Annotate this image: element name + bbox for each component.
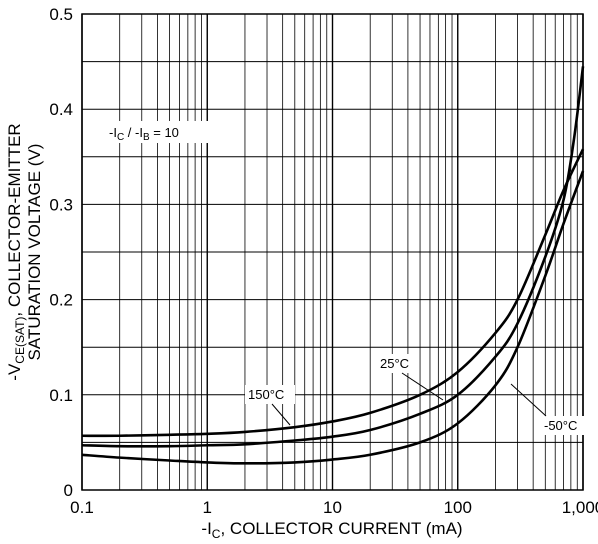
y-tick-label: 0.3: [49, 195, 73, 214]
series-labels: 150°C 25°C -50°C: [245, 354, 586, 435]
leader-m50: [510, 383, 547, 417]
y-tick-label: 0.5: [49, 5, 73, 24]
y-axis-label-line2: SATURATION VOLTAGE (V): [25, 144, 44, 361]
x-tick-labels: 0.1 1 10 100 1,000: [70, 498, 598, 517]
y-tick-label: 0.1: [49, 386, 73, 405]
x-tick-label: 0.1: [70, 498, 94, 517]
y-axis-label-line1: -VCE(SAT), COLLECTOR-EMITTER: [5, 123, 27, 380]
series-line-2: [81, 170, 585, 465]
series-label-bg-m50: [542, 416, 586, 435]
y-tick-label: 0.4: [49, 100, 73, 119]
y-tick-label: 0.2: [49, 291, 73, 310]
leader-25: [401, 372, 444, 401]
series-label-25: 25°C: [380, 356, 409, 371]
series-line-0: [81, 148, 585, 438]
leader-150: [271, 403, 291, 426]
series-lines: [81, 66, 585, 465]
x-tick-label: 100: [444, 498, 472, 517]
y-tick-labels: 0 0.1 0.2 0.3 0.4 0.5: [49, 5, 73, 500]
x-axis-label: -IC, COLLECTOR CURRENT (mA): [201, 519, 462, 541]
x-tick-label: 1: [203, 498, 212, 517]
plot-frame: [81, 13, 584, 491]
series-label-bg-150: [245, 385, 295, 404]
x-tick-label: 10: [323, 498, 342, 517]
series-line-1: [81, 66, 585, 448]
x-tick-label: 1,000: [562, 498, 598, 517]
y-tick-label: 0: [64, 481, 73, 500]
series-label-bg-25: [378, 354, 416, 373]
series-label-m50: -50°C: [544, 418, 577, 433]
series-label-150: 150°C: [248, 387, 284, 402]
condition-label: -IC / -IB = 10: [109, 125, 179, 143]
condition-label-bg: [106, 121, 220, 143]
